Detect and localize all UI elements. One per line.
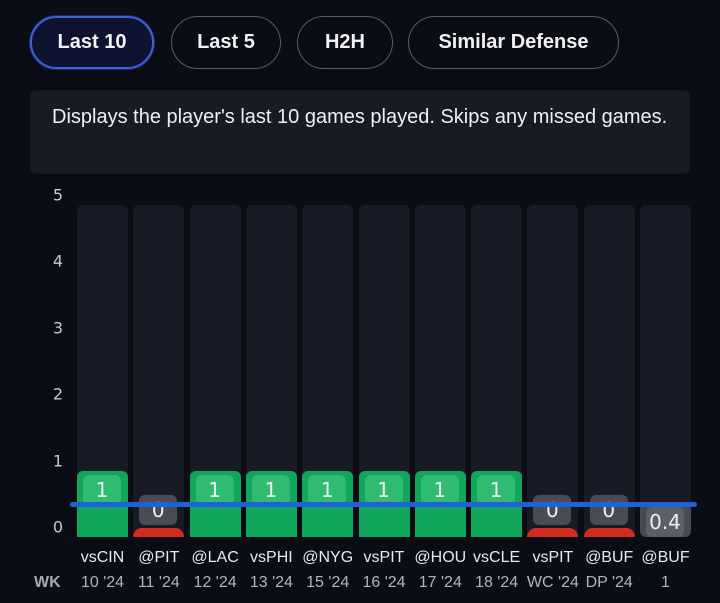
x-tick-opponent: vsCLE: [473, 549, 521, 566]
bar-value-label: 1: [308, 474, 347, 505]
bar-column[interactable]: 1: [189, 205, 241, 537]
tab-description: Displays the player's last 10 games play…: [30, 90, 690, 174]
tab-h2h[interactable]: H2H: [297, 16, 393, 69]
y-tick-label: 3: [52, 318, 64, 338]
bar: [133, 528, 185, 537]
x-tick-opponent: vsCIN: [80, 549, 125, 566]
bar: [583, 528, 635, 537]
tab-similar-defense[interactable]: Similar Defense: [408, 16, 619, 69]
bar-column[interactable]: 1: [471, 205, 523, 537]
x-tick-week: 18 '24: [475, 574, 519, 591]
bar-value-label: 0: [139, 495, 178, 525]
x-tick-week: 16 '24: [362, 574, 406, 591]
bar: [527, 528, 579, 537]
bar-value-label: 1: [364, 474, 403, 505]
bar-column[interactable]: 1: [245, 205, 297, 537]
bar-column[interactable]: 1: [358, 205, 410, 537]
game-log-bar-chart: 0 1 2 3 4 5 1 vsCIN 10 '24 0 @PIT 11 '24 1 @LAC 12 '24…: [0, 186, 720, 603]
bar-column[interactable]: 1: [77, 205, 128, 537]
tab-last-5[interactable]: Last 5: [171, 16, 281, 69]
x-tick-opponent: @NYG: [302, 549, 354, 566]
x-tick-week: 1: [661, 574, 670, 591]
bar-value-label: 1: [251, 474, 290, 505]
prop-line: [70, 501, 697, 507]
bar-column[interactable]: 0: [527, 205, 579, 537]
x-tick-week: 17 '24: [418, 574, 462, 591]
bar-value-label: 1: [477, 474, 516, 505]
bar-column[interactable]: 0: [583, 205, 635, 537]
bar-value-label: 0: [589, 495, 628, 525]
x-tick-week: 13 '24: [249, 574, 293, 591]
bar-column[interactable]: 0.4: [640, 205, 691, 537]
x-tick-opponent: vsPIT: [532, 549, 574, 566]
x-tick-week: 11 '24: [137, 574, 180, 591]
x-tick-opponent: vsPIT: [363, 549, 405, 566]
x-tick-week: 15 '24: [306, 574, 350, 591]
bar-column[interactable]: 1: [302, 205, 354, 537]
x-tick-opponent: vsPHI: [250, 549, 293, 566]
bar-value-label: 0.4: [646, 507, 684, 537]
x-tick-opponent: @LAC: [191, 549, 239, 566]
bar-value-label: 1: [83, 474, 121, 505]
y-tick-label: 1: [52, 451, 64, 471]
x-tick-opponent: @BUF: [585, 549, 634, 566]
tab-last-10[interactable]: Last 10: [30, 16, 154, 69]
x-tick-opponent: @HOU: [414, 549, 467, 566]
y-tick-label: 0: [52, 517, 64, 537]
x-tick-week: 12 '24: [193, 574, 237, 591]
bar-value-label: 1: [420, 474, 459, 505]
bar-column[interactable]: 1: [414, 205, 466, 537]
y-tick-label: 5: [52, 185, 64, 205]
y-tick-label: 2: [52, 384, 64, 404]
x-tick-week: DP '24: [585, 574, 633, 591]
x-tick-opponent: @BUF: [641, 549, 690, 566]
bar-column[interactable]: 0: [133, 205, 185, 537]
week-axis-label: WK: [34, 574, 61, 591]
x-tick-week: WC '24: [526, 574, 579, 591]
bar-value-label: 0: [533, 495, 572, 525]
x-tick-week: 10 '24: [80, 574, 125, 591]
x-tick-opponent: @PIT: [138, 549, 180, 566]
y-tick-label: 4: [52, 251, 64, 271]
bar-value-label: 1: [195, 474, 234, 505]
